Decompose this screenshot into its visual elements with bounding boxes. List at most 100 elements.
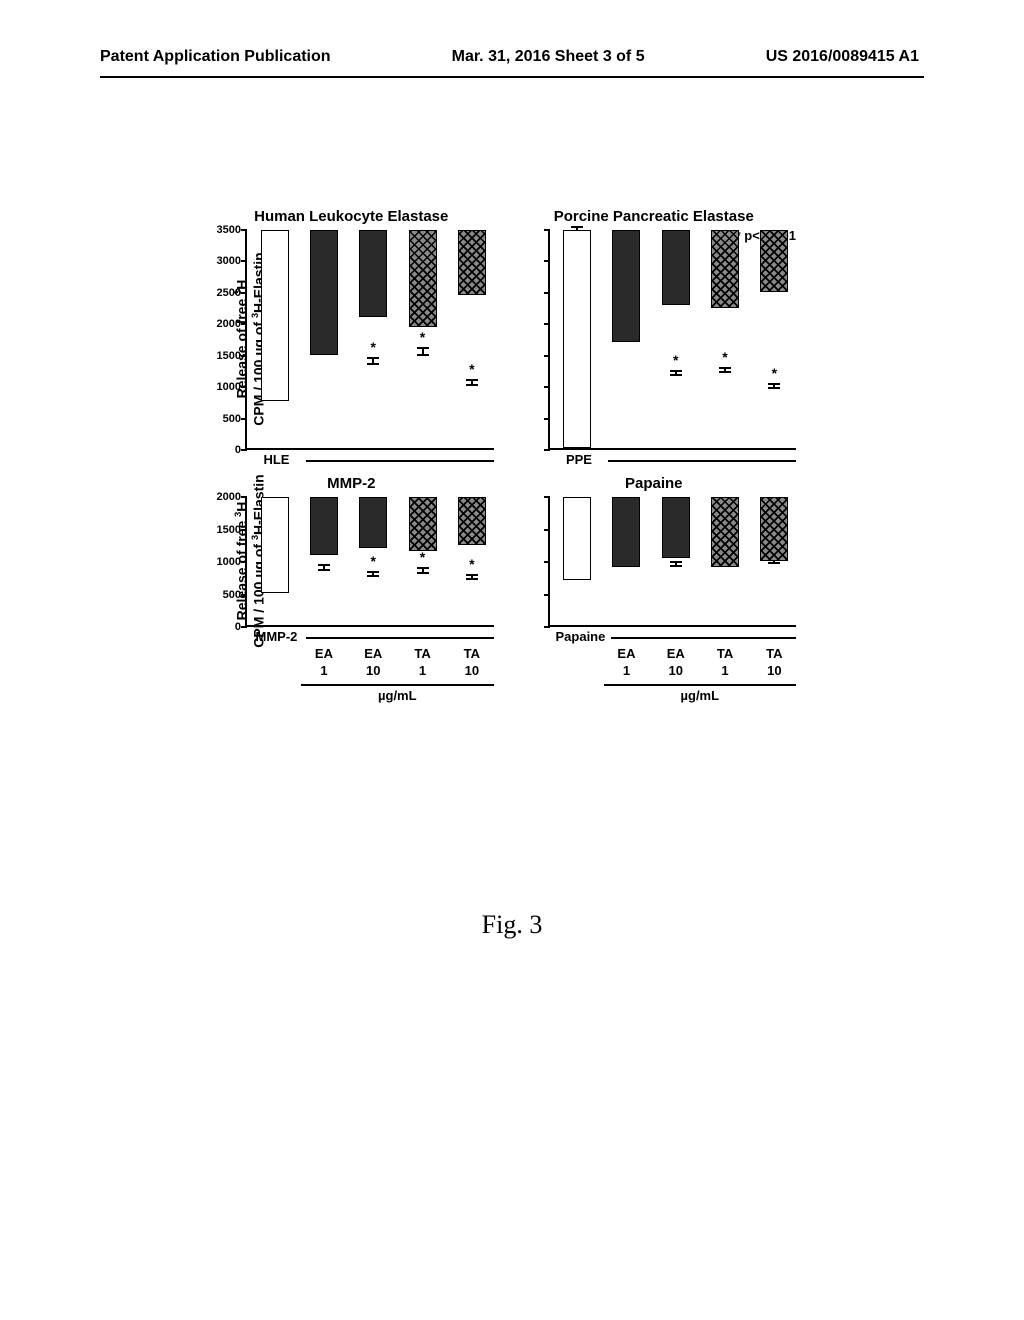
significance-star: * [469,361,474,377]
x-category-row: PPE [550,452,797,467]
bar-2: * [654,230,697,448]
unit-bracket [301,684,493,686]
y-tick-label: 0 [205,444,241,456]
significance-star: * [673,352,678,368]
x-axis [245,625,494,627]
y-tick-label: 1500 [205,524,241,536]
bar-1: * [605,497,648,625]
chart-panel-mmp2: Release of free 3HCPM / 100 µg of 3H-Ela… [205,477,498,644]
dose-labels: .110110 [253,663,494,678]
significance-star: * [722,349,727,365]
bar-rect [612,230,640,342]
bar-rect [359,230,387,317]
shared-x-labels: .EAEATATA.110110µg/mL [247,644,494,703]
y-tick-mark [241,449,247,451]
bar-3: * [703,497,746,625]
dose-label: 1 [302,663,345,678]
dose-label: 10 [654,663,697,678]
bar-rect [409,497,437,551]
error-bar [323,564,325,570]
figure-caption: Fig. 3 [0,910,1024,940]
bar-rect [612,497,640,567]
y-tick-label: 500 [205,413,241,425]
error-bar [773,383,775,389]
error-bar [675,561,677,567]
error-bar [422,347,424,356]
bars-container: * * * * [247,230,494,448]
bar-1: * [605,230,648,448]
treatment-bracket [306,460,494,467]
dose-labels: .110110 [556,663,797,678]
bar-1: * [302,497,345,625]
significance-star: * [371,339,376,355]
x-axis [548,448,797,450]
header-left: Patent Application Publication [100,48,331,66]
dose-unit: µg/mL [604,688,796,703]
error-bar [372,571,374,577]
plot-area: 0500100015002000**** [205,497,498,627]
y-tick-mark [544,449,550,451]
bar-rect [261,230,289,401]
bar-rect [359,497,387,548]
y-tick-label: 1000 [205,381,241,393]
control-label: MMP-2 [253,629,300,644]
y-tick-label: 2500 [205,287,241,299]
bar-1: * [302,230,345,448]
y-tick-mark [241,626,247,628]
treatment-label: EA [654,646,697,661]
treatment-bracket [611,637,796,644]
significance-star: * [371,553,376,569]
shared-x-labels: .EAEATATA.110110µg/mL [550,644,797,703]
treatment-label: TA [450,646,493,661]
panel-title: Human Leukocyte Elastase [254,208,448,225]
significance-star: * [420,329,425,345]
x-category-row: HLE [247,452,494,467]
dose-unit: µg/mL [301,688,493,703]
treatment-bracket [608,460,796,467]
treatment-bracket [306,637,494,644]
significance-star: * [772,365,777,381]
header-right: US 2016/0089415 A1 [766,48,919,66]
x-axis [548,625,797,627]
bar-rect [662,230,690,305]
bar-0 [253,497,296,625]
bar-rect [711,230,739,308]
y-tick-label: 3000 [205,255,241,267]
bar-rect [261,497,289,593]
y-tick-label: 2000 [205,491,241,503]
y-tick-label: 500 [205,589,241,601]
bar-rect [760,230,788,292]
treatment-label: TA [401,646,444,661]
x-category-row: MMP-2 [247,629,494,644]
significance-star: * [469,556,474,572]
y-tick-label: 1500 [205,350,241,362]
error-bar [724,367,726,373]
chart-panel-papaine: Papaine****Papaine [508,477,801,644]
bar-0 [556,230,599,448]
bar-0 [253,230,296,448]
error-bar [471,574,473,580]
panel-title: Papaine [625,475,683,492]
panel-title: MMP-2 [327,475,375,492]
bars-container: * * * * [550,230,797,448]
bar-rect [760,497,788,561]
bars-container: **** [550,497,797,625]
treatment-label: EA [302,646,345,661]
bar-4: * [753,230,796,448]
dose-label: 10 [352,663,395,678]
error-bar [675,370,677,376]
header-center: Mar. 31, 2016 Sheet 3 of 5 [452,48,645,66]
plot-area: 0500100015002000250030003500**** [205,230,498,450]
y-tick-label: 1000 [205,556,241,568]
x-category-row: Papaine [550,629,797,644]
error-bar [422,567,424,575]
figure-3: Release of free 3HCPM / 100 µg of 3H-Ela… [205,210,800,703]
bar-0 [556,497,599,625]
treatment-label: EA [352,646,395,661]
treatment-labels: .EAEATATA [253,646,494,661]
bar-3: * [703,230,746,448]
y-tick-label: 0 [205,621,241,633]
plot-area: **** [508,497,801,627]
plot-area: * * * * [508,230,801,450]
bar-rect [662,497,690,558]
